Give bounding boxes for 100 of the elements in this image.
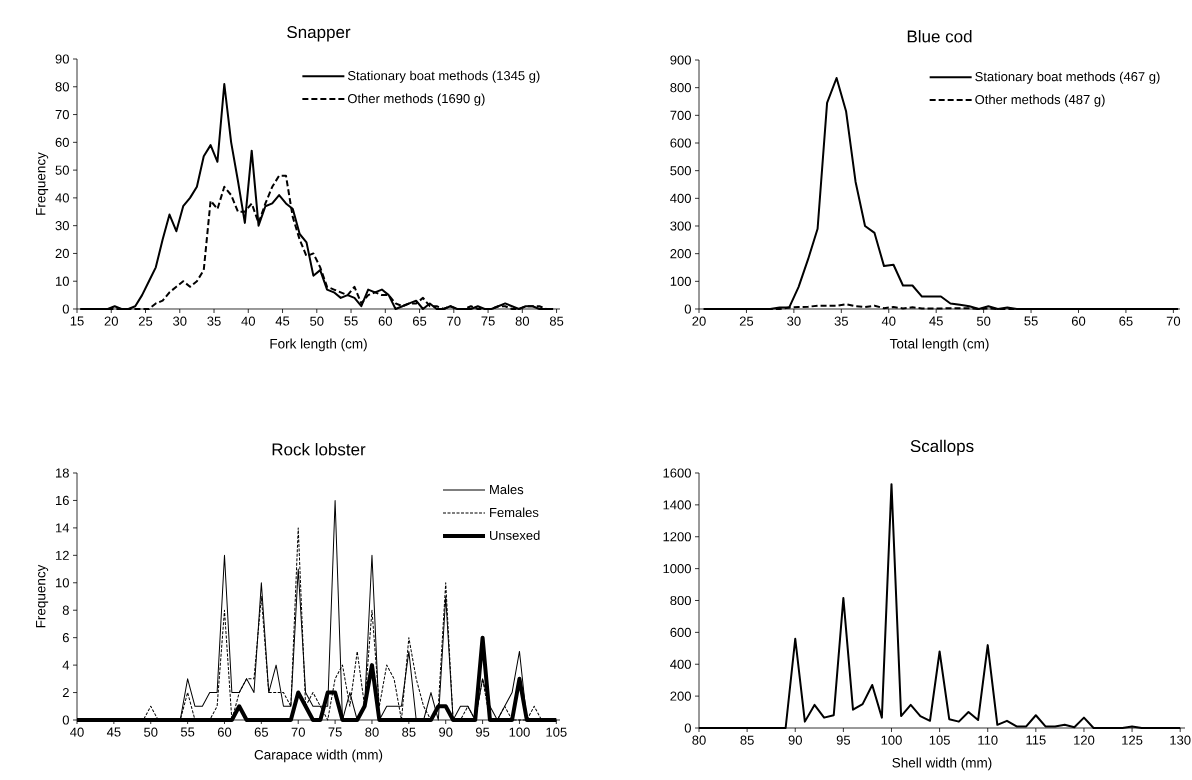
y-tick-label: 200 [670,691,691,701]
x-tick-label: 95 [475,727,490,737]
y-tick-label: 600 [670,627,691,637]
x-tick-label: 65 [254,727,269,737]
y-tick-label: 40 [55,193,69,203]
y-tick-label: 10 [56,276,69,286]
y-tick-label: 1400 [663,500,691,510]
x-tick-label: 125 [1122,735,1143,745]
y-tick-label: 30 [55,221,69,231]
x-tick-label: 50 [310,316,324,326]
y-tick-label: 800 [670,83,691,93]
x-tick-label: 75 [481,316,495,326]
x-tick-label: 55 [180,727,195,737]
y-tick-label: 600 [670,138,691,148]
y-axis-title: Frequency [36,152,49,215]
x-tick-label: 65 [1119,316,1133,326]
x-tick-label: 35 [207,316,221,326]
x-tick-label: 25 [138,316,153,326]
x-tick-label: 95 [836,735,851,745]
x-tick-label: 60 [217,727,232,737]
y-tick-label: 400 [670,659,691,669]
y-tick-label: 80 [55,82,69,92]
y-tick-label: 800 [670,595,691,606]
x-tick-label: 25 [739,316,754,326]
x-tick-label: 45 [106,727,121,737]
y-tick-label: 90 [55,54,69,64]
x-axis-title: Total length (cm) [889,338,989,352]
legend-label: Males [490,484,524,495]
legend-label: Unsexed [490,530,540,540]
y-tick-label: 14 [56,523,70,533]
x-tick-label: 90 [439,727,453,737]
chart-title: Rock lobster [272,442,366,456]
y-tick-label: 300 [670,221,691,231]
x-tick-label: 85 [740,735,754,745]
x-tick-label: 90 [788,735,802,745]
x-tick-label: 85 [549,316,564,326]
y-tick-label: 0 [62,304,69,314]
y-tick-label: 2 [62,688,69,698]
x-axis-title: Fork length (cm) [270,338,367,352]
y-axis-title: Frequency [36,564,49,628]
legend-label: Other methods (487 g) [975,94,1105,107]
y-tick-label: 500 [670,166,691,176]
x-tick-label: 55 [1024,316,1038,326]
x-tick-label: 110 [978,735,998,745]
x-tick-label: 70 [291,727,305,737]
y-tick-label: 70 [55,109,69,120]
y-tick-label: 100 [670,276,691,286]
x-tick-label: 85 [402,727,416,737]
x-tick-label: 65 [412,316,427,326]
x-tick-label: 130 [1170,735,1191,745]
x-tick-label: 35 [834,316,848,326]
y-tick-label: 700 [670,110,691,120]
y-tick-label: 1200 [663,532,691,542]
y-tick-label: 1600 [663,468,691,478]
x-tick-label: 80 [692,735,706,745]
x-tick-label: 80 [515,316,530,326]
legend-label: Other methods (1690 g) [347,93,485,106]
x-axis-title: Carapace width (mm) [254,749,383,763]
chart-title: Scallops [910,439,974,456]
x-tick-label: 105 [546,727,567,737]
y-tick-label: 8 [62,605,69,615]
x-tick-label: 50 [144,727,158,737]
legend-label: Stationary boat methods (467 g) [975,71,1160,84]
x-tick-label: 20 [692,316,706,326]
x-tick-label: 60 [1071,316,1086,326]
x-tick-label: 100 [881,735,902,745]
y-tick-label: 400 [670,193,691,203]
x-tick-label: 40 [70,727,84,737]
x-tick-label: 45 [929,316,943,326]
x-tick-label: 80 [365,727,379,737]
y-tick-label: 200 [670,249,691,259]
y-tick-label: 4 [62,660,70,670]
chart-title: Snapper [287,26,351,42]
x-tick-label: 15 [70,316,84,326]
x-tick-label: 20 [104,316,118,326]
chart-title: Blue cod [907,29,972,43]
y-tick-label: 900 [670,55,691,65]
y-tick-label: 0 [684,304,691,314]
y-tick-label: 18 [56,468,69,478]
x-tick-label: 70 [1166,316,1181,326]
x-tick-label: 75 [328,727,342,737]
x-tick-label: 60 [378,316,393,326]
y-tick-label: 6 [62,633,69,643]
x-tick-label: 100 [509,727,530,737]
y-tick-label: 60 [55,137,69,147]
x-tick-label: 70 [447,316,461,326]
legend-label: Stationary boat methods (1345 g) [347,70,540,83]
x-tick-label: 30 [787,316,801,326]
y-tick-label: 0 [62,715,69,725]
legend-label: Females [490,507,539,518]
x-tick-label: 105 [929,735,950,745]
x-tick-label: 115 [1026,735,1046,745]
y-tick-label: 10 [56,578,69,588]
y-tick-label: 50 [55,165,69,175]
x-tick-label: 120 [1074,735,1095,745]
y-tick-label: 1000 [663,564,691,574]
x-tick-label: 30 [173,316,187,326]
y-tick-label: 16 [56,495,69,506]
y-tick-label: 20 [55,248,69,259]
y-tick-label: 0 [684,723,691,733]
